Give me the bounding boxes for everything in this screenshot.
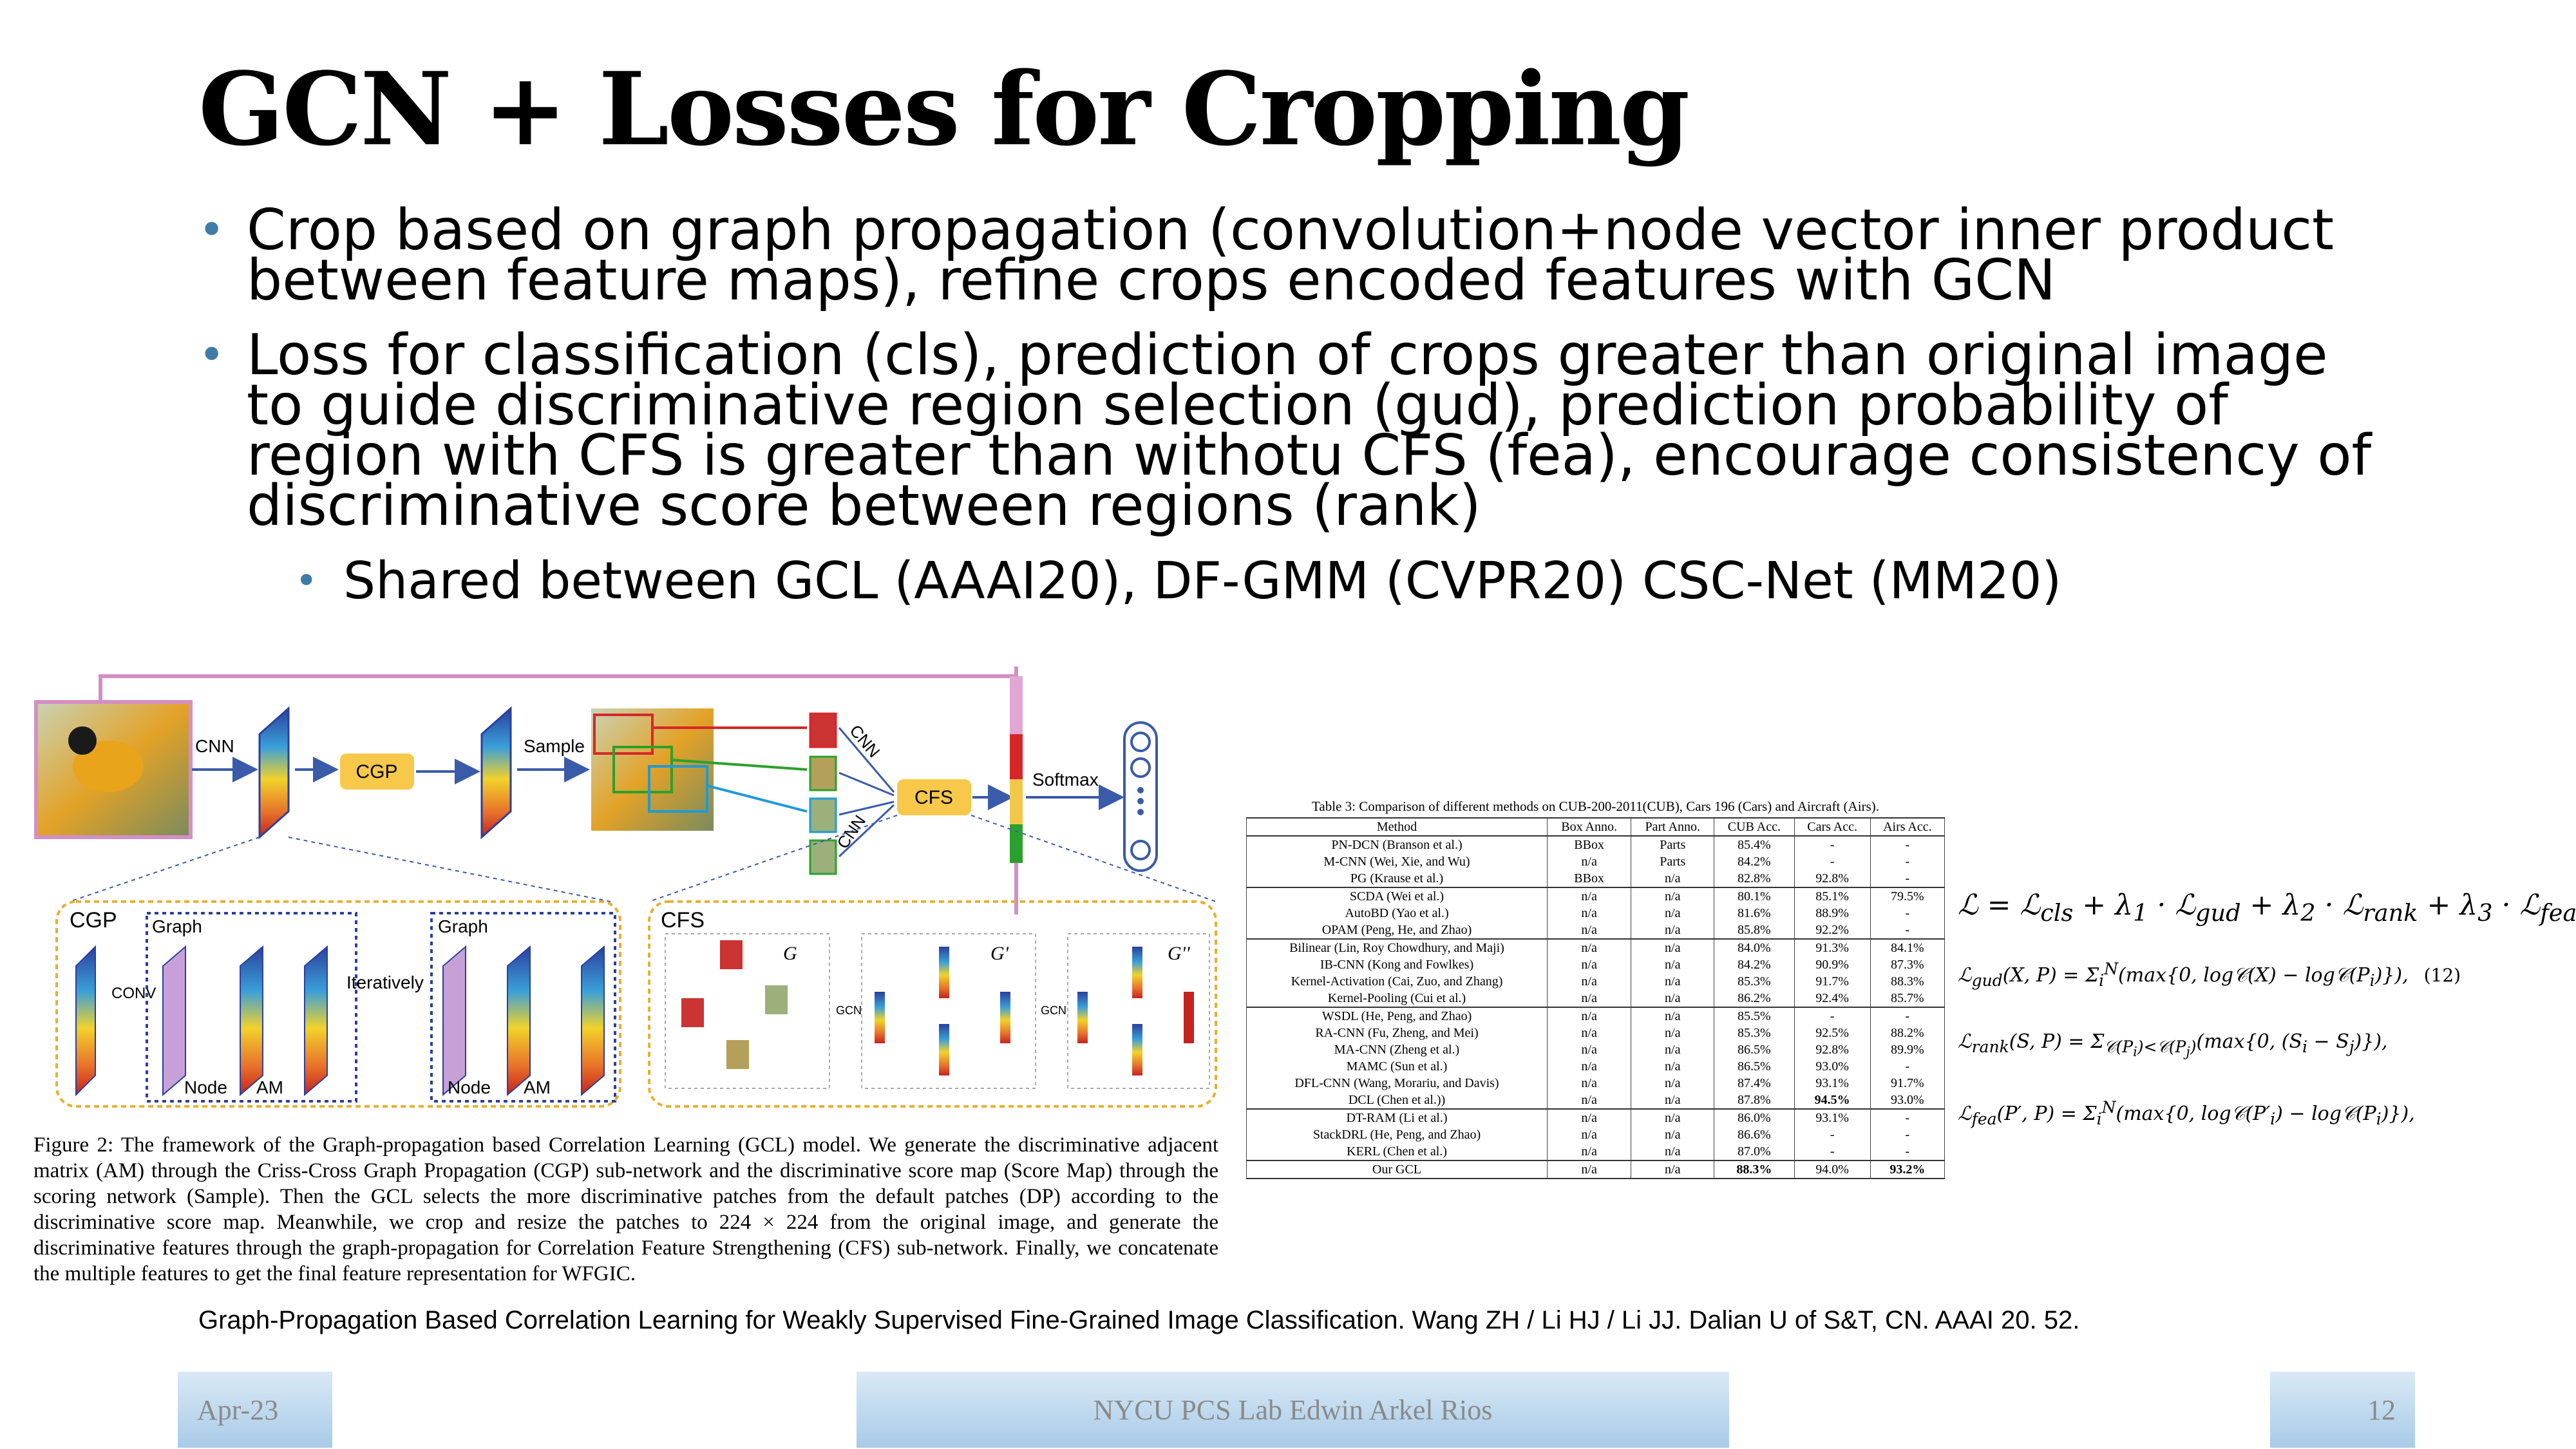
equation-rank-loss: ℒrank(S, P) = Σ𝒞(Pi)<𝒞(Pj)(max{0, (Si − … <box>1958 1030 2388 1059</box>
table-row: RA-CNN (Fu, Zheng, and Mei) n/a n/a 85.3% 92… <box>1246 1025 1946 1041</box>
header-method: Method <box>1246 817 1548 837</box>
table-row: Bilinear (Lin, Roy Chowdhury, and Maji) n… <box>1246 938 1946 956</box>
table-row: Kernel-Activation (Cai, Zuo, and Zhang) n… <box>1246 973 1946 990</box>
table-row: MAMC (Sun et al.) n/a n/a 86.5% 93.0% - <box>1246 1058 1946 1075</box>
table-row: DT-RAM (Li et al.) n/a n/a 86.0% 93.1% - <box>1246 1108 1946 1126</box>
bullet-crop: Crop based on graph propagation (convolu… <box>198 202 2388 308</box>
table-caption: Table 3: Comparison of different methods… <box>1312 799 1879 814</box>
table-row: AutoBD (Yao et al.) n/a n/a 81.6% 88.9% - <box>1246 905 1946 922</box>
results-table: Method Box Anno. Part Anno. CUB Acc. Car… <box>1246 817 1946 1179</box>
svg-text:CGP: CGP <box>355 761 397 782</box>
gcl-framework-figure: CNN CGP Sample CNN CNN CFS Softmax <box>34 667 1217 1108</box>
slide-title: GCN + Losses for Cropping <box>198 50 1690 168</box>
table-header-row: Method Box Anno. Part Anno. CUB Acc. Car… <box>1246 817 1946 837</box>
svg-text:CGP: CGP <box>70 908 117 933</box>
figure-caption: Figure 2: The framework of the Graph-pro… <box>33 1133 1218 1285</box>
header-cars-acc: Cars Acc. <box>1794 817 1871 837</box>
bullet-losses: Loss for classification (cls), predictio… <box>198 327 2388 534</box>
header-cub-acc: CUB Acc. <box>1714 817 1795 837</box>
label-cnn: CNN <box>195 736 234 756</box>
table-row: SCDA (Wei et al.) n/a n/a 80.1% 85.1% 79.5% <box>1246 887 1946 905</box>
table-row-our-gcl: Our GCL n/a n/a 88.3% 94.0% 93.2% <box>1246 1160 1946 1179</box>
footer-page-number: 12 <box>2270 1372 2415 1448</box>
svg-text:Sample: Sample <box>524 736 585 756</box>
equation-gud-loss: ℒgud(X, P) = ΣiN(max{0, log𝒞(X) − log𝒞(P… <box>1958 960 2461 990</box>
results-table-block: Table 3: Comparison of different methods… <box>1246 799 1946 1179</box>
table-row: MA-CNN (Zheng et al.) n/a n/a 86.5% 92.8% 89.… <box>1246 1041 1946 1058</box>
svg-text:Iteratively: Iteratively <box>346 972 424 992</box>
footer-lab: NYCU PCS Lab Edwin Arkel Rios <box>857 1372 1729 1448</box>
svg-text:Node: Node <box>448 1077 491 1097</box>
svg-text:AM: AM <box>524 1077 551 1097</box>
table-row: IB-CNN (Kong and Fowlkes) n/a n/a 84.2% 90.9… <box>1246 956 1946 973</box>
header-box-anno: Box Anno. <box>1546 817 1632 837</box>
table-row: DFL-CNN (Wang, Morariu, and Davis) n/a n/a… <box>1246 1075 1946 1092</box>
equation-number: (12) <box>2423 965 2461 986</box>
paper-citation: Graph-Propagation Based Correlation Lear… <box>198 1306 2080 1334</box>
cfs-block <box>897 779 971 815</box>
svg-text:Graph: Graph <box>438 916 488 936</box>
svg-text:Graph: Graph <box>152 916 202 936</box>
table-row: DCL (Chen et al.)) n/a n/a 87.8% 94.5% 93.0% <box>1246 1092 1946 1109</box>
table-row: WSDL (He, Peng, and Zhao) n/a n/a 85.5% - - <box>1246 1007 1946 1025</box>
table-row: PN-DCN (Branson et al.) BBox Parts 85.4% - - <box>1246 836 1946 853</box>
table-row: OPAM (Peng, He, and Zhao) n/a n/a 85.8% 92.2… <box>1246 922 1946 939</box>
cgp-block <box>340 753 414 790</box>
svg-text:GCN: GCN <box>1041 1004 1066 1017</box>
footer-date: Apr-23 <box>178 1372 332 1448</box>
equation-fea-loss: ℒfea(P′, P) = ΣiN(max{0, log𝒞(P′i) − log… <box>1958 1098 2415 1128</box>
svg-text:AM: AM <box>256 1077 283 1097</box>
table-row: Kernel-Pooling (Cui et al.) n/a n/a 86.2% 92… <box>1246 990 1946 1007</box>
table-row: M-CNN (Wei, Xie, and Wu) n/a Parts 84.2% - - <box>1246 853 1946 870</box>
equation-total-loss: ℒ = ℒcls + λ1 · ℒgud + λ2 · ℒrank + λ3 ·… <box>1958 889 2576 927</box>
header-part-anno: Part Anno. <box>1631 817 1715 837</box>
svg-text:CONV: CONV <box>111 985 156 1002</box>
table-row: KERL (Chen et al.) n/a n/a 87.0% - - <box>1246 1143 1946 1160</box>
svg-text:G: G <box>783 943 797 964</box>
svg-text:CFS: CFS <box>914 787 953 808</box>
svg-text:G': G' <box>990 943 1009 964</box>
svg-text:GCN: GCN <box>836 1004 862 1017</box>
svg-text:Node: Node <box>184 1077 227 1097</box>
header-airs-acc: Airs Acc. <box>1870 817 1946 837</box>
table-row: StackDRL (He, Peng, and Zhao) n/a n/a 86.6%… <box>1246 1126 1946 1143</box>
svg-text:G'': G'' <box>1168 943 1190 964</box>
bullet-list: Crop based on graph propagation (convolu… <box>198 202 2388 607</box>
svg-text:CFS: CFS <box>661 908 705 933</box>
sub-bullet-shared: Shared between GCL (AAAI20), DF-GMM (CVP… <box>295 555 2388 607</box>
table-row: PG (Krause et al.) BBox n/a 82.8% 92.8% - <box>1246 870 1946 887</box>
svg-text:Softmax: Softmax <box>1032 770 1099 790</box>
